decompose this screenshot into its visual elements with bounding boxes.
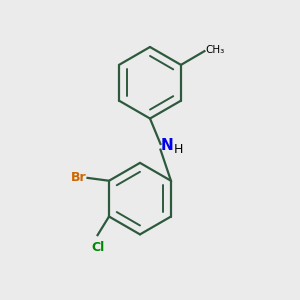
Text: Cl: Cl bbox=[91, 242, 104, 254]
Text: CH₃: CH₃ bbox=[206, 45, 225, 55]
Text: H: H bbox=[174, 142, 183, 156]
Text: Br: Br bbox=[70, 170, 86, 184]
Text: N: N bbox=[161, 138, 173, 153]
